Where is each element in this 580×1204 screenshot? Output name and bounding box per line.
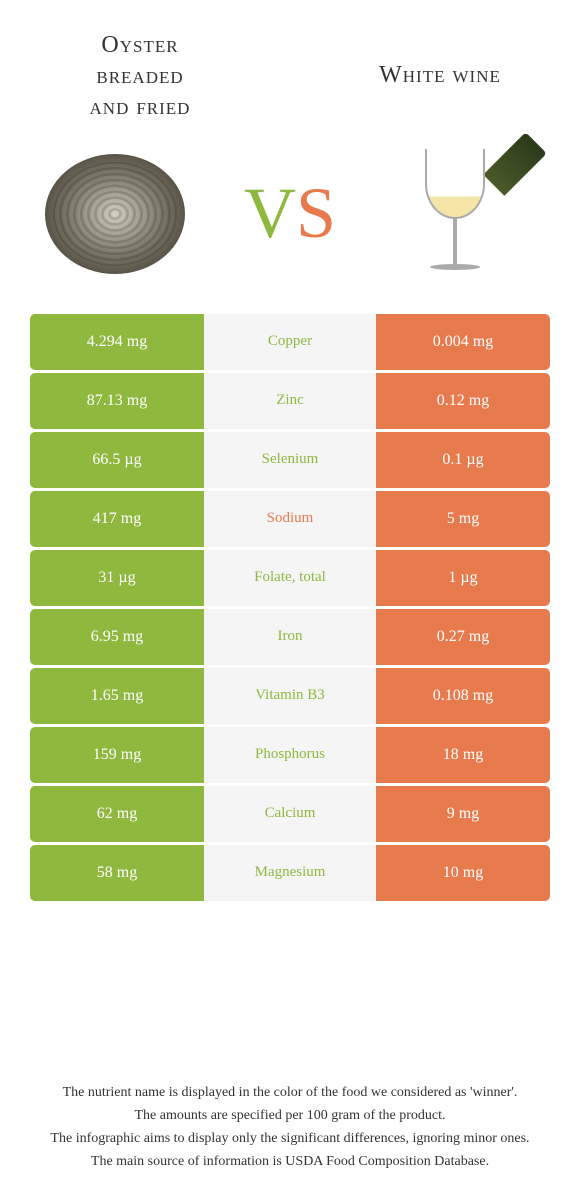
- nutrient-name: Magnesium: [204, 845, 376, 901]
- nutrient-name: Folate, total: [204, 550, 376, 606]
- footer-line-4: The main source of information is USDA F…: [30, 1151, 550, 1172]
- table-row: 58 mgMagnesium10 mg: [30, 845, 550, 901]
- left-value: 159 mg: [30, 727, 204, 783]
- vs-s: S: [296, 173, 336, 253]
- nutrient-name: Vitamin B3: [204, 668, 376, 724]
- table-row: 31 µgFolate, total1 µg: [30, 550, 550, 606]
- table-row: 159 mgPhosphorus18 mg: [30, 727, 550, 783]
- right-value: 1 µg: [376, 550, 550, 606]
- left-value: 58 mg: [30, 845, 204, 901]
- footer-line-3: The infographic aims to display only the…: [30, 1128, 550, 1149]
- right-value: 0.1 µg: [376, 432, 550, 488]
- nutrient-name: Copper: [204, 314, 376, 370]
- comparison-table: 4.294 mgCopper0.004 mg87.13 mgZinc0.12 m…: [30, 314, 550, 901]
- left-value: 66.5 µg: [30, 432, 204, 488]
- images-row: VS: [0, 134, 580, 314]
- left-value: 87.13 mg: [30, 373, 204, 429]
- wine-image: [390, 139, 540, 289]
- vs-label: VS: [244, 172, 336, 255]
- left-food-title: Oyster breaded and fried: [40, 30, 240, 124]
- left-value: 62 mg: [30, 786, 204, 842]
- table-row: 4.294 mgCopper0.004 mg: [30, 314, 550, 370]
- footer-line-1: The nutrient name is displayed in the co…: [30, 1082, 550, 1103]
- nutrient-name: Calcium: [204, 786, 376, 842]
- nutrient-name: Sodium: [204, 491, 376, 547]
- left-value: 417 mg: [30, 491, 204, 547]
- right-value: 10 mg: [376, 845, 550, 901]
- table-row: 66.5 µgSelenium0.1 µg: [30, 432, 550, 488]
- right-value: 5 mg: [376, 491, 550, 547]
- table-row: 87.13 mgZinc0.12 mg: [30, 373, 550, 429]
- header: Oyster breaded and fried White wine: [0, 0, 580, 134]
- table-row: 1.65 mgVitamin B30.108 mg: [30, 668, 550, 724]
- table-row: 417 mgSodium5 mg: [30, 491, 550, 547]
- left-value: 4.294 mg: [30, 314, 204, 370]
- right-value: 0.004 mg: [376, 314, 550, 370]
- table-row: 62 mgCalcium9 mg: [30, 786, 550, 842]
- left-value: 31 µg: [30, 550, 204, 606]
- right-value: 0.12 mg: [376, 373, 550, 429]
- footer-line-2: The amounts are specified per 100 gram o…: [30, 1105, 550, 1126]
- left-value: 1.65 mg: [30, 668, 204, 724]
- nutrient-name: Zinc: [204, 373, 376, 429]
- table-row: 6.95 mgIron0.27 mg: [30, 609, 550, 665]
- right-value: 9 mg: [376, 786, 550, 842]
- vs-v: V: [244, 173, 296, 253]
- nutrient-name: Selenium: [204, 432, 376, 488]
- nutrient-name: Phosphorus: [204, 727, 376, 783]
- right-value: 0.27 mg: [376, 609, 550, 665]
- nutrient-name: Iron: [204, 609, 376, 665]
- right-value: 18 mg: [376, 727, 550, 783]
- right-value: 0.108 mg: [376, 668, 550, 724]
- footer-notes: The nutrient name is displayed in the co…: [30, 1082, 550, 1174]
- oyster-image: [40, 139, 190, 289]
- right-food-title: White wine: [340, 60, 540, 91]
- left-value: 6.95 mg: [30, 609, 204, 665]
